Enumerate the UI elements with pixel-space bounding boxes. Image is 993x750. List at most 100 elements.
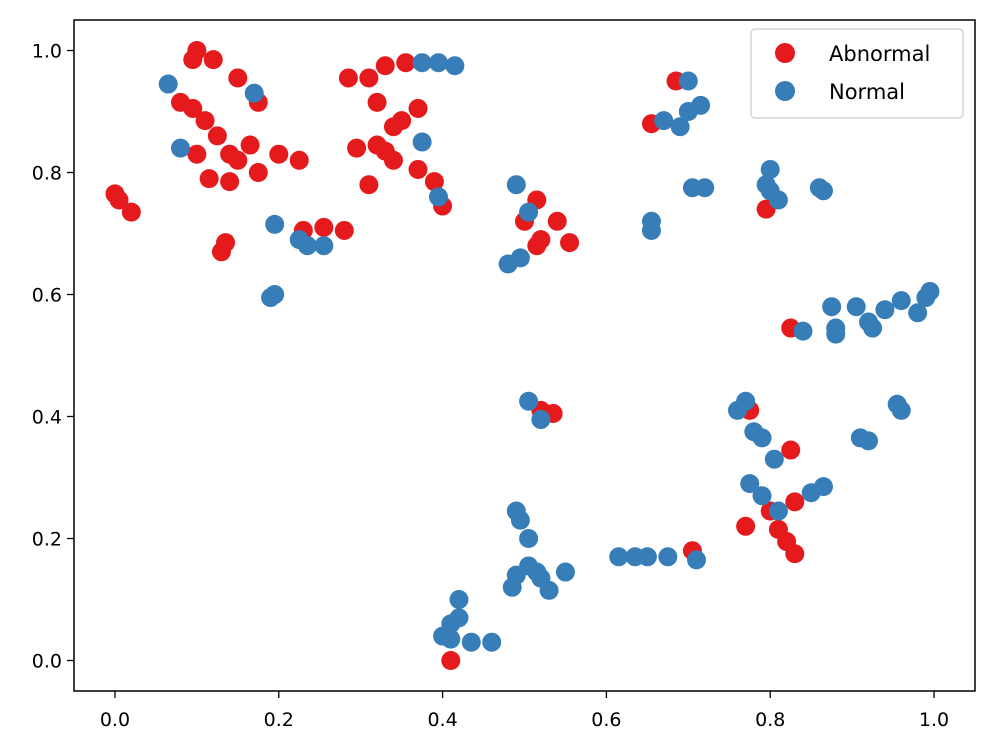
x-tick-label: 0.2 (264, 709, 294, 731)
data-point-normal (297, 236, 317, 256)
data-point-normal (793, 321, 813, 341)
data-point-abnormal (408, 98, 428, 118)
data-point-abnormal (383, 150, 403, 170)
data-point-normal (428, 187, 448, 207)
data-point-abnormal (248, 163, 268, 182)
data-point-normal (695, 178, 715, 198)
x-tick-label: 0.6 (591, 709, 621, 731)
data-point-normal (428, 53, 448, 73)
data-point-normal (314, 236, 334, 256)
data-point-abnormal (183, 98, 203, 118)
data-point-normal (510, 248, 530, 268)
data-point-normal (461, 632, 481, 652)
data-point-normal (891, 291, 911, 311)
data-point-normal (519, 529, 539, 548)
data-point-normal (752, 486, 772, 506)
data-point-normal (170, 138, 190, 158)
data-point-normal (891, 400, 911, 420)
data-point-abnormal (396, 53, 416, 73)
data-point-abnormal (785, 544, 805, 564)
data-point-normal (658, 547, 678, 567)
data-point-normal (752, 428, 772, 448)
data-point-normal (637, 547, 657, 567)
data-point-normal (846, 297, 866, 317)
data-point-abnormal (781, 440, 801, 460)
y-tick-label: 1.0 (32, 41, 62, 63)
data-point-normal (539, 580, 559, 600)
data-point-normal (822, 297, 842, 317)
legend-box (750, 28, 964, 119)
data-point-normal (449, 590, 469, 609)
data-point-abnormal (359, 175, 379, 195)
data-points (105, 41, 940, 670)
data-point-normal (412, 53, 432, 73)
data-point-normal (863, 318, 883, 338)
data-point-normal (506, 175, 526, 195)
data-point-abnormal (289, 150, 309, 170)
legend-marker-normal (775, 81, 795, 101)
data-point-normal (609, 547, 629, 567)
y-tick-label: 0.4 (32, 407, 62, 429)
data-point-abnormal (121, 202, 141, 222)
data-point-abnormal (314, 217, 334, 237)
data-point-abnormal (785, 492, 805, 512)
plot-frame (73, 19, 976, 692)
y-tick-label: 0.8 (32, 163, 62, 185)
data-point-abnormal (220, 172, 240, 192)
data-point-normal (826, 324, 846, 344)
data-point-normal (519, 202, 539, 222)
data-point-abnormal (187, 41, 207, 60)
legend-label-normal: Normal (829, 80, 905, 104)
data-point-abnormal (187, 144, 207, 164)
data-point-normal (760, 159, 780, 179)
data-point-abnormal (424, 172, 444, 192)
data-point-abnormal (228, 68, 248, 88)
data-point-abnormal (203, 50, 223, 70)
data-point-abnormal (195, 111, 215, 131)
data-point-abnormal (383, 117, 403, 137)
data-point-normal (875, 300, 895, 320)
y-tick-label: 0.6 (32, 285, 62, 307)
data-point-normal (859, 431, 879, 451)
data-point-abnormal (547, 211, 567, 231)
data-point-normal (678, 71, 698, 91)
data-point-normal (908, 303, 928, 323)
data-point-abnormal (338, 68, 358, 88)
data-point-abnormal (109, 190, 129, 210)
data-point-normal (441, 629, 461, 649)
data-point-normal (740, 474, 760, 494)
data-point-normal (445, 56, 465, 76)
data-point-normal (412, 132, 432, 152)
legend-label-abnormal: Abnormal (829, 42, 930, 66)
data-point-abnormal (240, 135, 260, 155)
data-point-normal (482, 632, 502, 652)
data-point-abnormal (269, 144, 289, 164)
data-point-normal (920, 281, 940, 301)
data-point-normal (654, 111, 674, 131)
data-point-abnormal (334, 220, 354, 240)
x-axis: 0.0 0.2 0.4 0.6 0.8 1.0 (100, 691, 949, 731)
data-point-abnormal (228, 150, 248, 170)
y-axis: 0.0 0.2 0.4 0.6 0.8 1.0 (32, 41, 74, 673)
data-point-normal (768, 501, 788, 521)
x-tick-label: 1.0 (919, 709, 949, 731)
data-point-normal (813, 181, 833, 201)
data-point-normal (687, 550, 707, 570)
data-point-normal (244, 83, 264, 103)
data-point-normal (158, 74, 178, 94)
data-point-abnormal (736, 516, 756, 536)
data-point-normal (502, 577, 522, 597)
data-point-normal (813, 477, 833, 497)
data-point-abnormal (441, 651, 461, 670)
x-tick-label: 0.0 (100, 709, 130, 731)
data-point-normal (531, 410, 551, 430)
data-point-abnormal (207, 126, 227, 146)
data-point-normal (670, 117, 690, 137)
data-point-abnormal (367, 92, 387, 112)
data-point-abnormal (375, 56, 395, 76)
data-point-normal (519, 391, 539, 411)
data-point-normal (555, 562, 575, 582)
data-point-abnormal (408, 159, 428, 179)
